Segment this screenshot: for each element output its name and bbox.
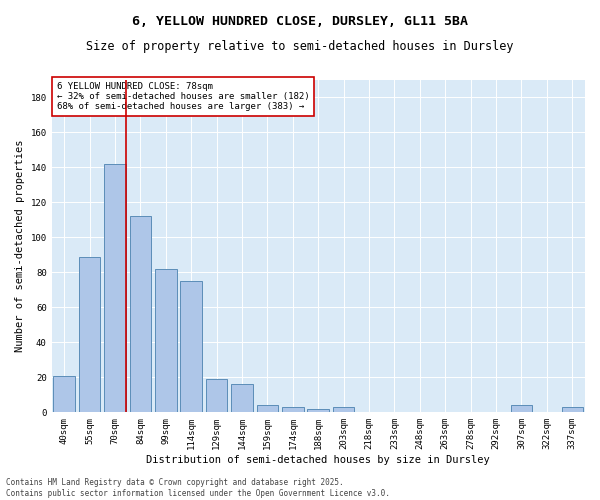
Bar	[257, 406, 278, 412]
Bar	[333, 407, 355, 412]
Bar	[206, 379, 227, 412]
Y-axis label: Number of semi-detached properties: Number of semi-detached properties	[15, 140, 25, 352]
Text: Contains HM Land Registry data © Crown copyright and database right 2025.
Contai: Contains HM Land Registry data © Crown c…	[6, 478, 390, 498]
Bar	[155, 269, 176, 412]
Bar	[282, 407, 304, 412]
Text: Size of property relative to semi-detached houses in Dursley: Size of property relative to semi-detach…	[86, 40, 514, 53]
Text: 6, YELLOW HUNDRED CLOSE, DURSLEY, GL11 5BA: 6, YELLOW HUNDRED CLOSE, DURSLEY, GL11 5…	[132, 15, 468, 28]
Bar	[231, 384, 253, 412]
Bar	[181, 281, 202, 412]
Text: 6 YELLOW HUNDRED CLOSE: 78sqm
← 32% of semi-detached houses are smaller (182)
68: 6 YELLOW HUNDRED CLOSE: 78sqm ← 32% of s…	[57, 82, 310, 112]
Bar	[79, 256, 100, 412]
Bar	[511, 406, 532, 412]
Bar	[307, 409, 329, 412]
Bar	[562, 407, 583, 412]
X-axis label: Distribution of semi-detached houses by size in Dursley: Distribution of semi-detached houses by …	[146, 455, 490, 465]
Bar	[104, 164, 126, 412]
Bar	[53, 376, 75, 412]
Bar	[130, 216, 151, 412]
